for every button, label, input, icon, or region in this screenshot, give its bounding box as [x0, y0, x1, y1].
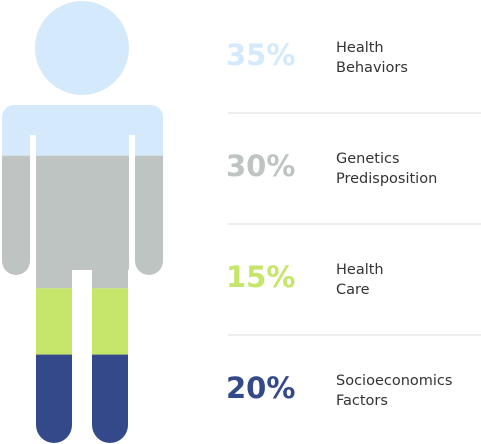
category-label-line: Health [336, 40, 384, 56]
category-label: Health Care [336, 262, 384, 298]
percent-label: 15% [226, 260, 295, 294]
figure-segment [2, 288, 163, 355]
figure-segment [2, 1, 163, 156]
figure-segment [2, 354, 163, 443]
category-label-line: Predisposition [336, 171, 437, 187]
category-label-line: Behaviors [336, 60, 408, 76]
category-label-line: Socioeconomics [336, 373, 452, 389]
category-label: Socioeconomics Factors [336, 373, 452, 409]
separators [228, 112, 481, 336]
category-label-line: Health [336, 262, 384, 278]
figure-segment [2, 155, 163, 289]
percent-label: 35% [226, 38, 295, 72]
category-label: Genetics Predisposition [336, 151, 437, 187]
category-label-line: Factors [336, 393, 388, 409]
category-label-line: Genetics [336, 151, 400, 167]
category-label-line: Care [336, 282, 370, 298]
percent-label: 30% [226, 149, 295, 183]
person-figure [2, 1, 163, 443]
percent-label: 20% [226, 371, 295, 405]
category-label: Health Behaviors [336, 40, 408, 76]
